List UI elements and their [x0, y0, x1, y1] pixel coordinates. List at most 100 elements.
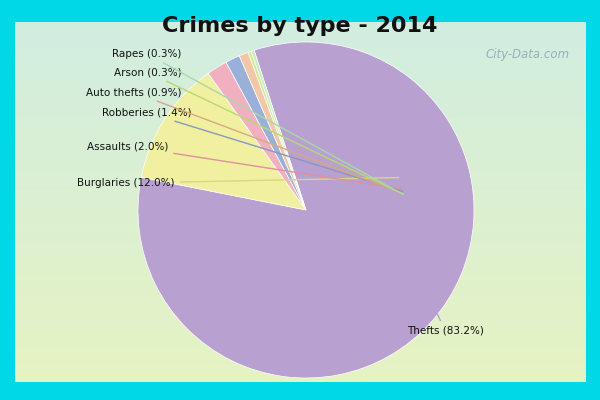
Bar — [15, 209, 586, 212]
Bar — [15, 92, 586, 94]
Bar — [15, 176, 586, 178]
Bar — [15, 120, 586, 123]
Bar — [15, 204, 586, 207]
Bar — [15, 228, 586, 231]
Bar — [15, 108, 586, 111]
Bar — [15, 188, 586, 190]
Bar — [15, 140, 586, 142]
Bar — [15, 375, 586, 377]
Bar — [15, 344, 586, 346]
Bar — [15, 216, 586, 219]
Bar — [15, 178, 586, 180]
Bar — [15, 27, 586, 29]
Bar — [15, 224, 586, 226]
Bar — [15, 248, 586, 250]
Bar — [15, 171, 586, 173]
Wedge shape — [226, 56, 306, 210]
Bar — [15, 195, 586, 197]
Bar — [15, 380, 586, 382]
Bar — [15, 144, 586, 147]
Bar — [15, 159, 586, 161]
Bar — [15, 135, 586, 137]
Bar — [15, 72, 586, 75]
Bar — [15, 75, 586, 77]
Bar — [15, 356, 586, 358]
Bar — [15, 46, 586, 48]
Bar — [15, 142, 586, 144]
Bar — [15, 111, 586, 113]
Bar — [15, 22, 586, 24]
Bar — [15, 113, 586, 116]
Bar — [15, 360, 586, 363]
Bar — [15, 372, 586, 375]
Bar — [15, 240, 586, 243]
Text: Rapes (0.3%): Rapes (0.3%) — [112, 49, 403, 194]
Bar — [15, 286, 586, 288]
Text: Robberies (1.4%): Robberies (1.4%) — [102, 108, 403, 192]
Bar — [15, 44, 586, 46]
Bar — [15, 260, 586, 262]
Bar — [15, 39, 586, 41]
Bar — [15, 161, 586, 164]
Bar — [15, 77, 586, 80]
Bar — [15, 296, 586, 298]
Bar — [15, 118, 586, 120]
Bar — [15, 363, 586, 365]
Bar — [15, 322, 586, 324]
Bar — [15, 238, 586, 240]
Bar — [15, 334, 586, 336]
Text: Auto thefts (0.9%): Auto thefts (0.9%) — [86, 87, 403, 193]
Bar — [15, 348, 586, 351]
Bar — [15, 128, 586, 130]
Bar — [15, 212, 586, 214]
Bar — [15, 303, 586, 305]
Bar — [15, 310, 586, 312]
Bar — [15, 34, 586, 36]
Bar — [15, 190, 586, 192]
Bar — [15, 24, 586, 27]
Bar — [15, 99, 586, 101]
Bar — [15, 65, 586, 68]
Bar — [15, 166, 586, 168]
Bar — [15, 154, 586, 156]
Bar — [15, 48, 586, 51]
Bar — [15, 80, 586, 82]
Bar — [15, 168, 586, 171]
Bar — [15, 339, 586, 341]
Bar — [15, 276, 586, 279]
Bar — [15, 336, 586, 339]
Bar — [15, 317, 586, 320]
Bar — [15, 377, 586, 380]
Bar — [15, 147, 586, 149]
Bar — [15, 53, 586, 56]
Bar — [15, 173, 586, 176]
Bar — [15, 149, 586, 152]
Bar — [15, 327, 586, 329]
Bar — [15, 320, 586, 322]
Bar — [15, 243, 586, 245]
Bar — [15, 200, 586, 202]
Bar — [15, 84, 586, 87]
Bar — [15, 231, 586, 233]
Bar — [15, 293, 586, 296]
Bar — [15, 183, 586, 185]
Bar — [15, 365, 586, 368]
Bar — [15, 279, 586, 281]
Bar — [15, 272, 586, 274]
Wedge shape — [251, 50, 306, 210]
Bar — [15, 207, 586, 209]
Bar — [15, 353, 586, 356]
Bar — [15, 96, 586, 99]
Bar — [15, 281, 586, 284]
Bar — [15, 58, 586, 60]
Bar — [15, 116, 586, 118]
Bar — [15, 332, 586, 334]
Bar — [15, 351, 586, 353]
Text: Crimes by type - 2014: Crimes by type - 2014 — [163, 16, 437, 36]
Text: Assaults (2.0%): Assaults (2.0%) — [87, 141, 402, 189]
Bar — [15, 257, 586, 260]
Bar — [15, 202, 586, 204]
Bar — [15, 308, 586, 310]
Bar — [15, 226, 586, 228]
Bar — [15, 185, 586, 188]
